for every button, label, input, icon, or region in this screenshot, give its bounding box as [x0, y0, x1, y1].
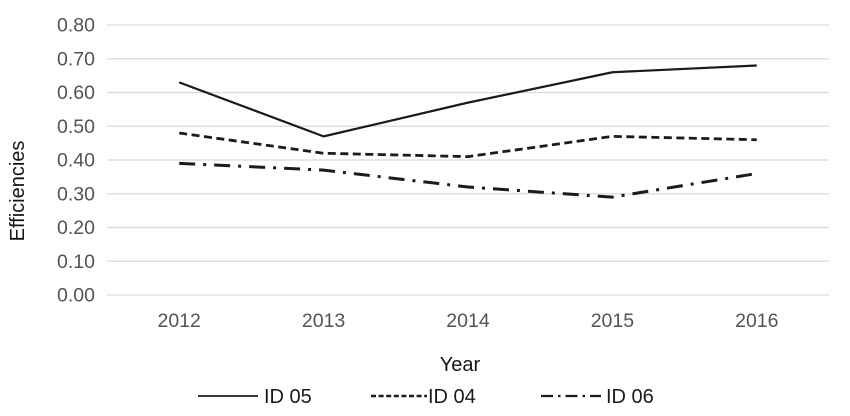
legend: ID 05 ID 04 ID 06	[198, 386, 654, 408]
y-tick-label: 0.00	[57, 285, 95, 307]
x-tick-label: 2016	[735, 310, 778, 332]
x-tick-label: 2014	[446, 310, 490, 332]
legend-label-id06: ID 06	[606, 386, 654, 408]
y-tick-label: 0.60	[57, 82, 95, 104]
y-tick-label: 0.20	[57, 217, 95, 239]
series-line-id-06	[179, 161, 758, 199]
y-tick-label: 0.40	[57, 150, 95, 172]
y-tick-label: 0.70	[57, 48, 95, 70]
y-tick-label: 0.30	[57, 183, 95, 205]
series-line-id-04	[179, 131, 757, 159]
y-axis-title: Efficiencies	[7, 141, 29, 242]
series-line-id-05	[178, 64, 757, 138]
x-tick-label: 2015	[591, 310, 635, 332]
x-axis-title: Year	[440, 354, 481, 376]
x-tick-label: 2012	[158, 310, 201, 332]
y-tick-label: 0.80	[57, 15, 95, 37]
legend-label-id04: ID 04	[428, 386, 476, 408]
y-tick-label: 0.10	[57, 251, 95, 273]
x-tick-label: 2013	[302, 310, 345, 332]
plot-area: 0.00 0.10 0.20 0.30 0.40 0.50 0.60 0.70 0.80 2012…	[57, 15, 829, 332]
legend-label-id05: ID 05	[264, 386, 312, 408]
y-tick-label: 0.50	[57, 116, 95, 138]
